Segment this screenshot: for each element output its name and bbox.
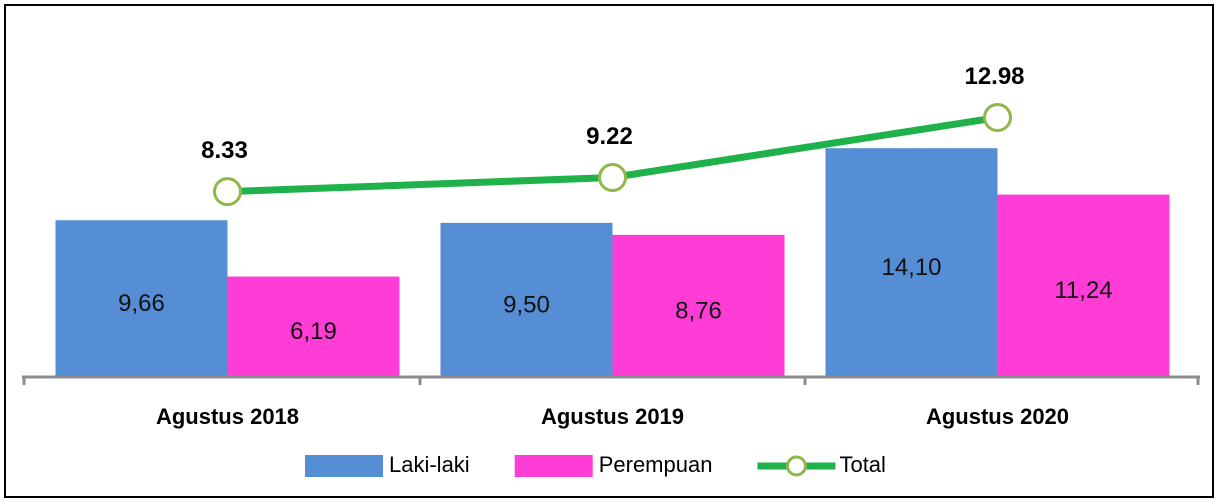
x-tick-label: Agustus 2020: [926, 404, 1069, 429]
value-label: 9,66: [118, 290, 165, 317]
value-label: 14,10: [881, 254, 941, 281]
line-marker: [598, 162, 627, 192]
line-marker: [983, 103, 1012, 133]
value-label: 8,76: [675, 297, 722, 324]
legend-swatch: [305, 455, 383, 477]
bar: [997, 194, 1170, 377]
bar: [825, 148, 998, 377]
legend-label: Perempuan: [599, 452, 713, 477]
legend-label: Total: [839, 452, 885, 477]
x-tick-label: Agustus 2019: [541, 404, 684, 429]
bar: [612, 234, 785, 377]
line-value-label: 8.33: [201, 137, 248, 164]
legend-marker: [785, 455, 807, 477]
x-tick-label: Agustus 2018: [156, 404, 299, 429]
legend-label: Laki-laki: [389, 452, 470, 477]
bar: [55, 220, 228, 377]
bar: [227, 276, 400, 377]
value-label: 9,50: [503, 291, 550, 318]
line-value-label: 9.22: [586, 123, 633, 150]
line-marker: [213, 177, 242, 207]
line-value-label: 12.98: [964, 63, 1024, 90]
value-label: 6,19: [290, 318, 337, 345]
legend-swatch: [514, 455, 593, 477]
bar: [440, 222, 613, 377]
value-label: 11,24: [1054, 277, 1112, 304]
